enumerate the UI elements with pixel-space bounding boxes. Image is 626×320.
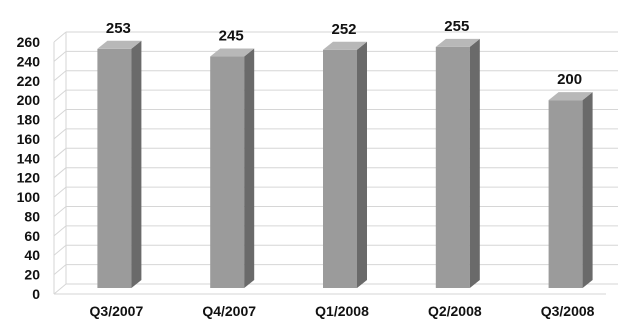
labels: 253 Q3/2007 245 Q4/2007 252 Q1/2008 255 Q2/2008…	[90, 18, 595, 319]
x-tick-label: Q1/2008	[315, 303, 369, 319]
bar-top	[323, 41, 367, 50]
data-label: 200	[557, 71, 582, 88]
bar-top	[210, 48, 255, 57]
bar	[97, 40, 142, 289]
data-label: 253	[106, 20, 131, 37]
y-tick-label: 20	[24, 267, 40, 283]
x-tick-label: Q3/2007	[90, 303, 144, 319]
y-tick-label: 0	[32, 286, 40, 302]
gridline-depth	[53, 147, 67, 159]
bar-front	[97, 48, 132, 289]
bar-side	[357, 41, 367, 288]
bar-front	[210, 56, 245, 289]
bar-top	[97, 40, 142, 49]
x-tick-label: Q2/2008	[428, 303, 482, 319]
bar	[210, 48, 255, 289]
y-tick-label: 120	[17, 170, 41, 186]
y-tick-label: 60	[24, 228, 40, 244]
y-tick-label: 40	[24, 247, 40, 263]
gridline-depth	[53, 264, 67, 275]
data-label: 255	[444, 18, 469, 35]
gridline-depth	[53, 283, 67, 295]
gridline-depth	[53, 70, 67, 82]
gridline-depth	[53, 167, 67, 179]
data-label: 245	[219, 28, 244, 45]
y-tick-label: 200	[17, 92, 41, 108]
bar-side	[469, 38, 480, 288]
y-tick-label: 220	[17, 73, 41, 89]
gridline-depth	[53, 128, 67, 140]
gridline-depth	[53, 186, 67, 198]
bar-top	[548, 92, 593, 101]
y-tick-label: 140	[17, 150, 41, 166]
bar-front	[435, 46, 470, 288]
gridline-depth	[53, 206, 67, 217]
bar-side	[131, 40, 142, 289]
gridline-depth	[53, 244, 67, 256]
bar-side	[582, 92, 593, 289]
x-tick-label: Q4/2007	[202, 303, 256, 319]
gridline-depth	[53, 109, 67, 120]
y-tick-label: 80	[24, 208, 40, 224]
bar-front	[323, 49, 357, 288]
gridline-depth	[53, 31, 67, 43]
data-label: 252	[331, 21, 356, 38]
y-tick-label: 160	[17, 131, 41, 147]
y-axis: 0 20 40 60 80 100 120 140 160 180 200 220 240 260	[17, 34, 41, 302]
y-tick-label: 180	[17, 112, 41, 128]
gridline-depth	[53, 89, 67, 101]
y-tick-label: 240	[17, 53, 41, 69]
bars	[97, 38, 593, 289]
gridline-depth	[53, 51, 67, 62]
bar	[548, 92, 593, 289]
x-tick-label: Q3/2008	[541, 303, 595, 319]
y-tick-label: 260	[17, 34, 41, 50]
bar	[435, 38, 480, 288]
bar-side	[244, 48, 255, 289]
bar-top	[435, 38, 480, 47]
bar	[323, 41, 367, 288]
bar-front	[548, 100, 583, 289]
gridline-depth	[53, 225, 67, 237]
y-tick-label: 100	[17, 189, 41, 205]
